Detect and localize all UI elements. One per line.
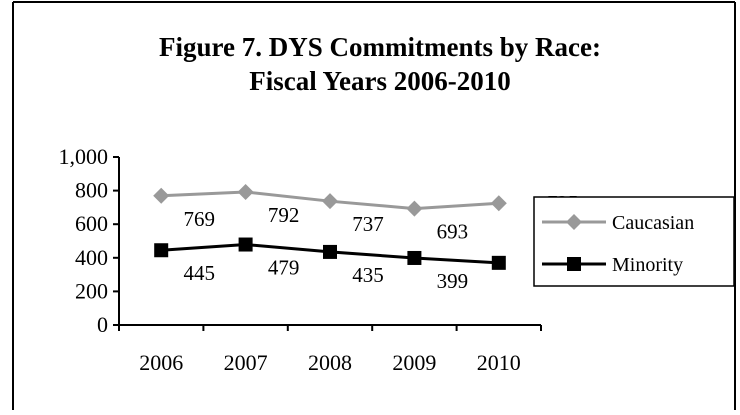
x-tick-label: 2006 <box>139 350 183 375</box>
caucasian-data-label: 792 <box>268 203 300 227</box>
x-tick-label: 2010 <box>477 350 521 375</box>
chart-title-line-1: Figure 7. DYS Commitments by Race: <box>159 32 601 62</box>
caucasian-data-label: 737 <box>352 212 384 236</box>
minority-data-point <box>407 250 422 265</box>
caucasian-data-point <box>406 200 423 217</box>
minority-data-point <box>491 255 506 270</box>
caucasian-legend-marker <box>566 214 582 230</box>
y-tick-label: 0 <box>97 312 108 337</box>
minority-data-label: 479 <box>268 256 300 280</box>
y-tick-label: 1,000 <box>59 144 109 169</box>
y-tick-label: 400 <box>75 245 108 270</box>
caucasian-data-point <box>490 195 507 212</box>
y-tick-label: 800 <box>75 178 108 203</box>
y-tick-label: 600 <box>75 211 108 236</box>
minority-data-point <box>323 244 337 259</box>
x-tick-label: 2007 <box>224 350 268 375</box>
caucasian-data-point <box>322 193 338 210</box>
caucasian-legend-label: Caucasian <box>612 212 694 234</box>
minority-data-label: 399 <box>437 269 469 293</box>
chart-series: 769792737693725445479435399370 <box>153 183 579 293</box>
x-tick-label: 2009 <box>392 350 436 375</box>
legend-box <box>533 196 735 287</box>
x-tick-label: 2008 <box>308 350 352 375</box>
minority-legend-label: Minority <box>612 254 683 276</box>
caucasian-data-point <box>153 187 170 204</box>
y-tick-label: 200 <box>75 278 108 303</box>
caucasian-data-label: 693 <box>437 220 469 244</box>
minority-data-point <box>154 243 169 258</box>
minority-legend-marker <box>567 257 581 271</box>
caucasian-data-label: 769 <box>183 207 215 231</box>
minority-data-label: 435 <box>352 263 384 287</box>
chart-axes: 0 200 400 600 800 1,000 2006 2007 2008 2009 2010 <box>59 144 542 375</box>
chart-legend: Caucasian Minority <box>533 196 735 287</box>
caucasian-data-point <box>237 183 254 200</box>
minority-data-point <box>238 237 253 252</box>
chart-title-line-2: Fiscal Years 2006-2010 <box>249 66 510 96</box>
minority-data-label: 445 <box>183 261 215 285</box>
